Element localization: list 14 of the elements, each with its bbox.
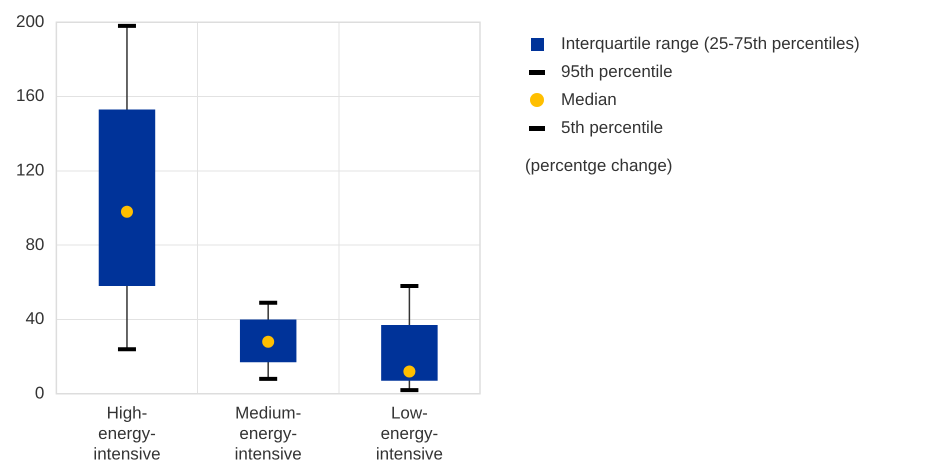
- x-tick-label: Low-energy-intensive: [376, 404, 443, 464]
- y-tick-label: 0: [34, 383, 44, 402]
- y-tick-label: 40: [25, 309, 44, 328]
- text: Median: [561, 90, 617, 110]
- y-tick-label: 200: [16, 12, 44, 31]
- text: 5th percentile: [561, 118, 664, 138]
- text: 95th percentile: [561, 62, 673, 82]
- x-tick-label: High-energy-intensive: [93, 404, 161, 464]
- y-tick-label: 120: [16, 160, 44, 180]
- y-tick-label: 160: [16, 86, 44, 106]
- x-tick-label: Medium-energy-intensive: [234, 404, 302, 464]
- text: (percentge change): [525, 156, 674, 176]
- legend-label: Interquartile range (25-75th percentiles): [561, 34, 860, 54]
- y-tick-label: 80: [25, 234, 44, 254]
